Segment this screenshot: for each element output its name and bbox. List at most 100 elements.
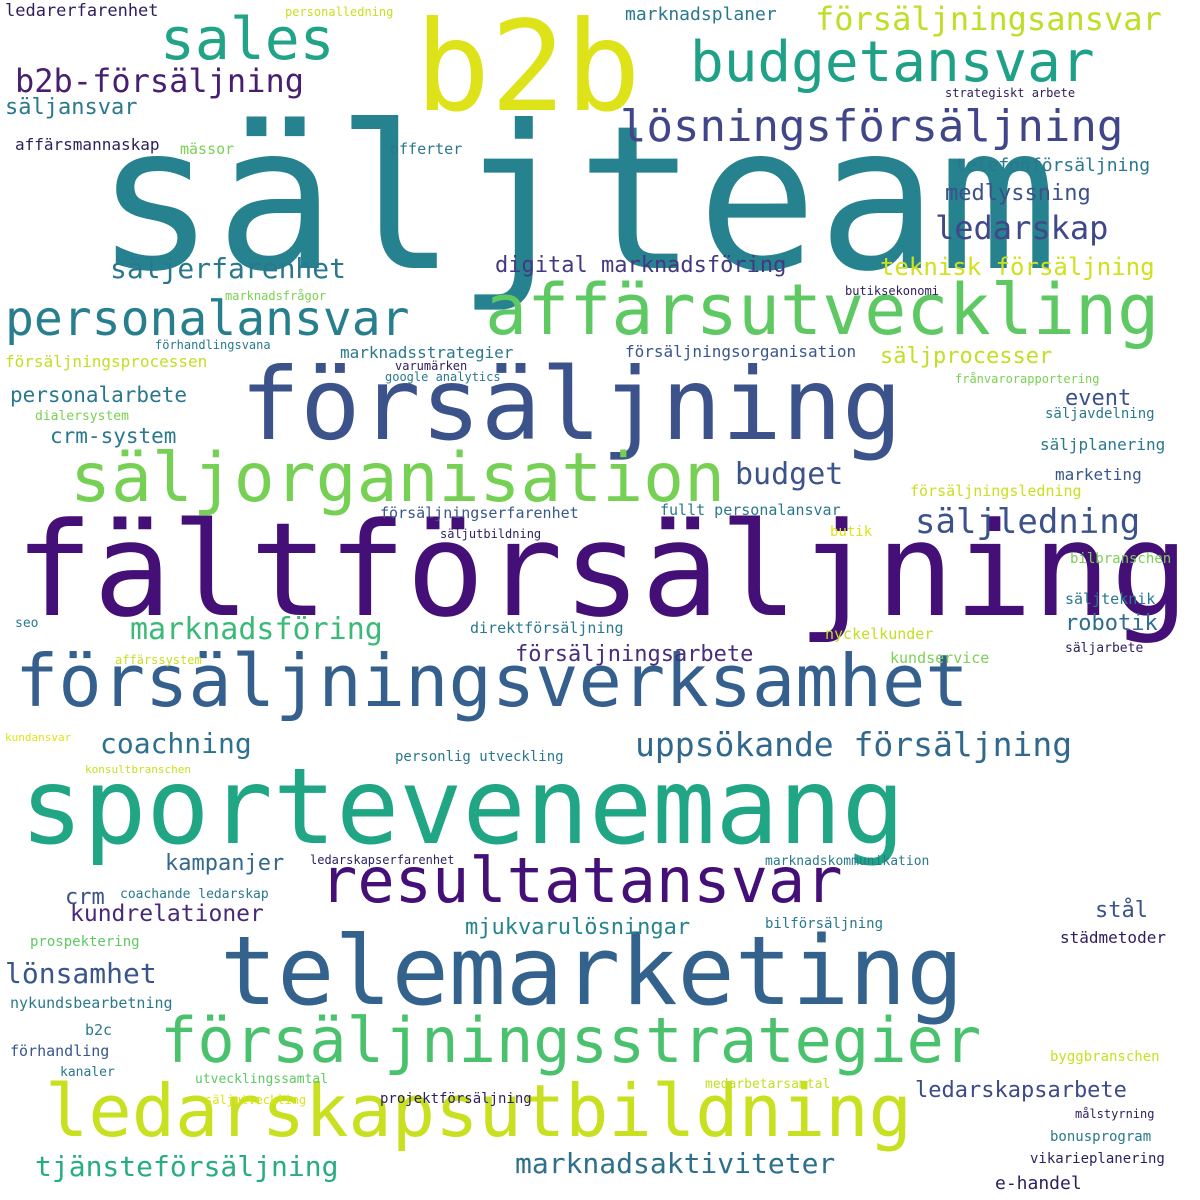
word: städmetoder	[1060, 928, 1166, 947]
word: säljerfarenhet	[110, 252, 347, 285]
word: säljutbildning	[440, 527, 542, 541]
word: lönsamhet	[5, 957, 157, 990]
word: utvecklingssamtal	[195, 1072, 329, 1087]
word: varumärken	[395, 359, 468, 373]
word: b2b	[415, 0, 641, 140]
word: butik	[830, 524, 873, 540]
word: affärsmannaskap	[15, 135, 160, 154]
word: säljarbete	[1065, 641, 1144, 656]
word: försäljningsverksamhet	[15, 639, 969, 723]
word: säljteknik	[1065, 590, 1156, 608]
word: sportevenemang	[20, 746, 906, 868]
word: försäljningsstrategier	[160, 1004, 982, 1077]
word: budgetansvar	[690, 30, 1095, 95]
word: seo	[15, 616, 39, 631]
word: ledarskapserfarenhet	[310, 853, 455, 867]
word: coachande ledarskap	[120, 887, 269, 902]
word: teknisk försäljning	[880, 253, 1155, 281]
word: affärsutveckling	[485, 269, 1160, 351]
word: säljledning	[915, 502, 1141, 542]
word: marknadsstrategier	[340, 343, 514, 362]
word: försäljning	[240, 346, 903, 463]
word: sales	[160, 5, 335, 73]
word: försäljningsansvar	[815, 0, 1162, 38]
word: google analytics	[385, 370, 501, 384]
word: säljansvar	[5, 95, 138, 120]
word: förhandlingsvana	[155, 338, 271, 352]
word: direktförsäljning	[470, 619, 624, 637]
word: personalansvar	[5, 291, 410, 347]
word: nyckelkunder	[825, 625, 934, 643]
word: b2b-försäljning	[15, 62, 304, 100]
word: målstyrning	[1075, 1107, 1155, 1121]
word: bilförsäljning	[765, 916, 884, 932]
word: medlyssning	[945, 181, 1091, 206]
word: budget	[735, 457, 844, 492]
word: uppsökande försäljning	[635, 725, 1073, 764]
word: konsultbranschen	[85, 763, 191, 776]
word: ledarskap	[935, 209, 1109, 247]
word: telemarketing	[220, 917, 964, 1027]
word: försäljningserfarenhet	[380, 504, 579, 522]
word: event	[1065, 386, 1132, 411]
word: byggbranschen	[1050, 1049, 1160, 1065]
word: marknadsföring	[130, 612, 383, 647]
word: marknadsaktiviteter	[515, 1147, 836, 1180]
word: dialersystem	[35, 409, 129, 424]
word: medarbetarsamtal	[705, 1077, 831, 1092]
word: kundrelationer	[70, 901, 264, 927]
word: förhandling	[10, 1042, 110, 1060]
word: ledarskapsarbete	[915, 1078, 1127, 1103]
word: robotik	[1065, 611, 1158, 636]
word: försäljningsledning	[910, 482, 1082, 500]
word: personalledning	[285, 5, 394, 19]
word: personalarbete	[10, 383, 188, 407]
word: affärssystem	[115, 653, 202, 667]
word: säljplanering	[1040, 435, 1166, 454]
word: butiksekonomi	[845, 284, 939, 298]
word: kundansvar	[5, 731, 72, 744]
word: strategiskt arbete	[945, 86, 1076, 100]
word: tjänsteförsäljning	[35, 1150, 339, 1183]
word: lösningsförsäljning	[620, 101, 1124, 152]
word: bilbranschen	[1070, 551, 1172, 567]
word: stål	[1095, 898, 1148, 923]
word: bonusprogram	[1050, 1129, 1152, 1145]
word: försäljningsarbete	[515, 642, 754, 667]
word: personlig utveckling	[395, 749, 564, 765]
word: prospektering	[30, 934, 140, 950]
word: ledarerfarenhet	[5, 1, 159, 21]
word: offerter	[390, 140, 463, 158]
word: säljavdelning	[1045, 406, 1155, 422]
word: fältförsäljning	[15, 494, 1189, 646]
word: ledarskapsutbildning	[45, 1069, 912, 1153]
word: kampanjer	[165, 851, 285, 876]
word: marknadsplaner	[625, 4, 777, 25]
word: försäljningsorganisation	[625, 342, 857, 361]
word: marknadskommunikation	[765, 854, 930, 869]
word: fullt personalansvar	[660, 501, 841, 519]
word: kanaler	[60, 1065, 115, 1080]
word: kundservice	[890, 649, 990, 667]
word: säljprocesser	[880, 344, 1053, 369]
word: mässor	[180, 140, 235, 158]
word: säljorganisation	[70, 439, 726, 518]
word: telefonförsäljning	[955, 155, 1151, 176]
word: marknadsfrågor	[225, 289, 327, 303]
word: säljteam	[95, 83, 1059, 316]
word: coachning	[100, 727, 252, 760]
word: säljutveckling	[205, 1093, 307, 1107]
word: nykundsbearbetning	[10, 994, 173, 1012]
word: crm	[65, 885, 105, 910]
word: mjukvarulösningar	[465, 915, 691, 940]
word: marketing	[1055, 465, 1142, 484]
word: projektförsäljning	[380, 1091, 532, 1107]
word: b2c	[85, 1021, 113, 1039]
word: försäljningsprocessen	[5, 352, 208, 371]
word: frånvarorapportering	[955, 372, 1100, 386]
word: e-handel	[995, 1173, 1082, 1194]
word: vikarieplanering	[1030, 1151, 1165, 1167]
word: digital marknadsföring	[495, 253, 787, 278]
word: crm-system	[50, 424, 177, 448]
